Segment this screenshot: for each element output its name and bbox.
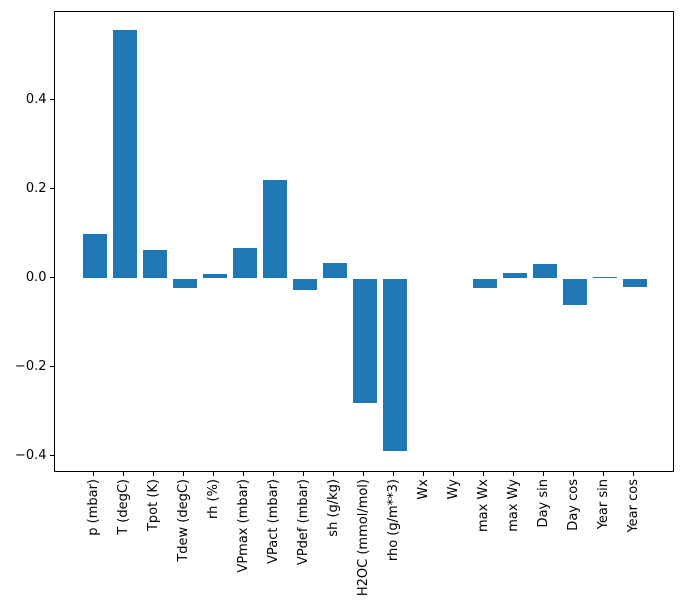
x-tick-label: Year cos <box>626 478 641 533</box>
x-tick-label: Wx <box>416 478 431 500</box>
y-tick-label: 0.0 <box>25 270 47 285</box>
x-tick-mark <box>183 471 184 476</box>
bar-year-sin <box>592 277 617 279</box>
y-tick-mark <box>49 454 54 456</box>
x-tick-label: Tdew (degC) <box>176 478 191 562</box>
bar-vpact-mbar <box>262 180 287 279</box>
x-tick-mark <box>363 471 364 476</box>
x-tick-label: rho (g/m**3) <box>386 478 401 561</box>
x-tick-mark <box>213 471 214 476</box>
bar-vpmax-mbar <box>232 248 257 279</box>
x-tick-mark <box>633 471 634 476</box>
x-tick-mark <box>423 471 424 476</box>
bar-year-cos <box>622 278 647 287</box>
x-tick-mark <box>93 471 94 476</box>
x-tick-label: max Wy <box>506 478 521 532</box>
bar-tdew-degc <box>172 278 197 288</box>
bar-t-degc <box>112 30 137 279</box>
x-tick-label: Day cos <box>566 478 581 531</box>
x-tick-label: VPmax (mbar) <box>236 478 251 573</box>
x-tick-mark <box>243 471 244 476</box>
x-tick-mark <box>483 471 484 476</box>
x-tick-label: Wy <box>446 478 461 499</box>
x-tick-label: H2OC (mmol/mol) <box>356 478 371 596</box>
x-tick-mark <box>393 471 394 476</box>
bar-sh-g-kg <box>322 262 347 279</box>
y-tick-label: 0.2 <box>25 181 47 197</box>
bar-day-sin <box>532 264 557 279</box>
x-tick-mark <box>453 471 454 476</box>
bar-max-wy <box>502 272 527 279</box>
x-tick-mark <box>603 471 604 476</box>
bar-tpot-k <box>142 250 167 279</box>
x-tick-label: p (mbar) <box>86 478 101 536</box>
x-tick-mark <box>153 471 154 476</box>
x-tick-mark <box>573 471 574 476</box>
bar-rh <box>202 274 227 279</box>
bar-rho-g-m-3 <box>382 278 407 452</box>
x-tick-mark <box>303 471 304 476</box>
bar-p-mbar <box>82 234 107 279</box>
bar-vpdef-mbar <box>292 278 317 290</box>
x-tick-mark <box>123 471 124 476</box>
x-tick-label: VPdef (mbar) <box>296 478 311 565</box>
x-tick-label: sh (g/kg) <box>326 478 341 537</box>
x-tick-mark <box>333 471 334 476</box>
x-tick-label: max Wx <box>476 478 491 532</box>
x-tick-label: Year sin <box>596 478 611 529</box>
y-tick-mark <box>49 365 54 367</box>
y-tick-mark <box>49 188 54 190</box>
bar-max-wx <box>472 278 497 289</box>
x-tick-mark <box>273 471 274 476</box>
bar-h2oc-mmol-mol <box>352 278 377 403</box>
x-tick-label: Tpot (K) <box>146 478 161 531</box>
x-tick-label: T (degC) <box>116 478 131 535</box>
bar-day-cos <box>562 278 587 306</box>
y-tick-label: −0.2 <box>14 358 47 374</box>
y-tick-label: 0.4 <box>25 92 47 108</box>
y-tick-mark <box>49 99 54 101</box>
x-tick-label: Day sin <box>536 478 551 527</box>
x-tick-mark <box>543 471 544 476</box>
x-tick-label: VPact (mbar) <box>266 478 281 564</box>
x-tick-mark <box>513 471 514 476</box>
x-tick-label: rh (%) <box>206 478 221 519</box>
y-tick-label: −0.4 <box>14 447 47 463</box>
plot-area <box>53 10 674 472</box>
y-tick-mark <box>49 277 54 278</box>
